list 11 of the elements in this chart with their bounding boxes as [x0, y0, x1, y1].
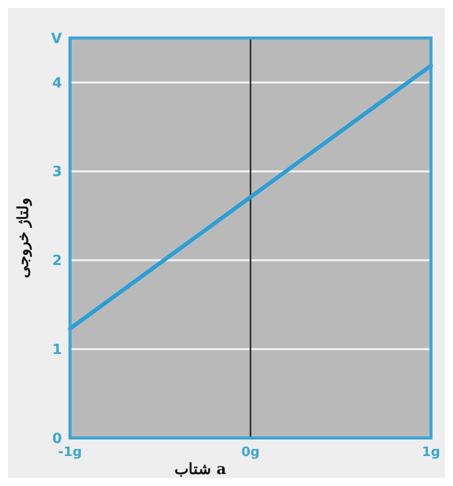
- y-tick-label: 1: [52, 342, 62, 358]
- x-tick-label: -1g: [58, 445, 82, 460]
- y-tick-label: 0: [52, 430, 62, 447]
- x-tick-label: 1g: [422, 445, 440, 460]
- y-tick-label: V: [51, 30, 62, 47]
- x-axis-title: شتاب a: [174, 460, 226, 478]
- y-tick-label: 2: [52, 253, 62, 270]
- y-axis-title: ولتاژ خروجی: [14, 198, 32, 278]
- y-tick-label: 4: [52, 75, 62, 92]
- y-tick-label: 3: [52, 164, 62, 180]
- x-tick-label: 0g: [241, 445, 260, 460]
